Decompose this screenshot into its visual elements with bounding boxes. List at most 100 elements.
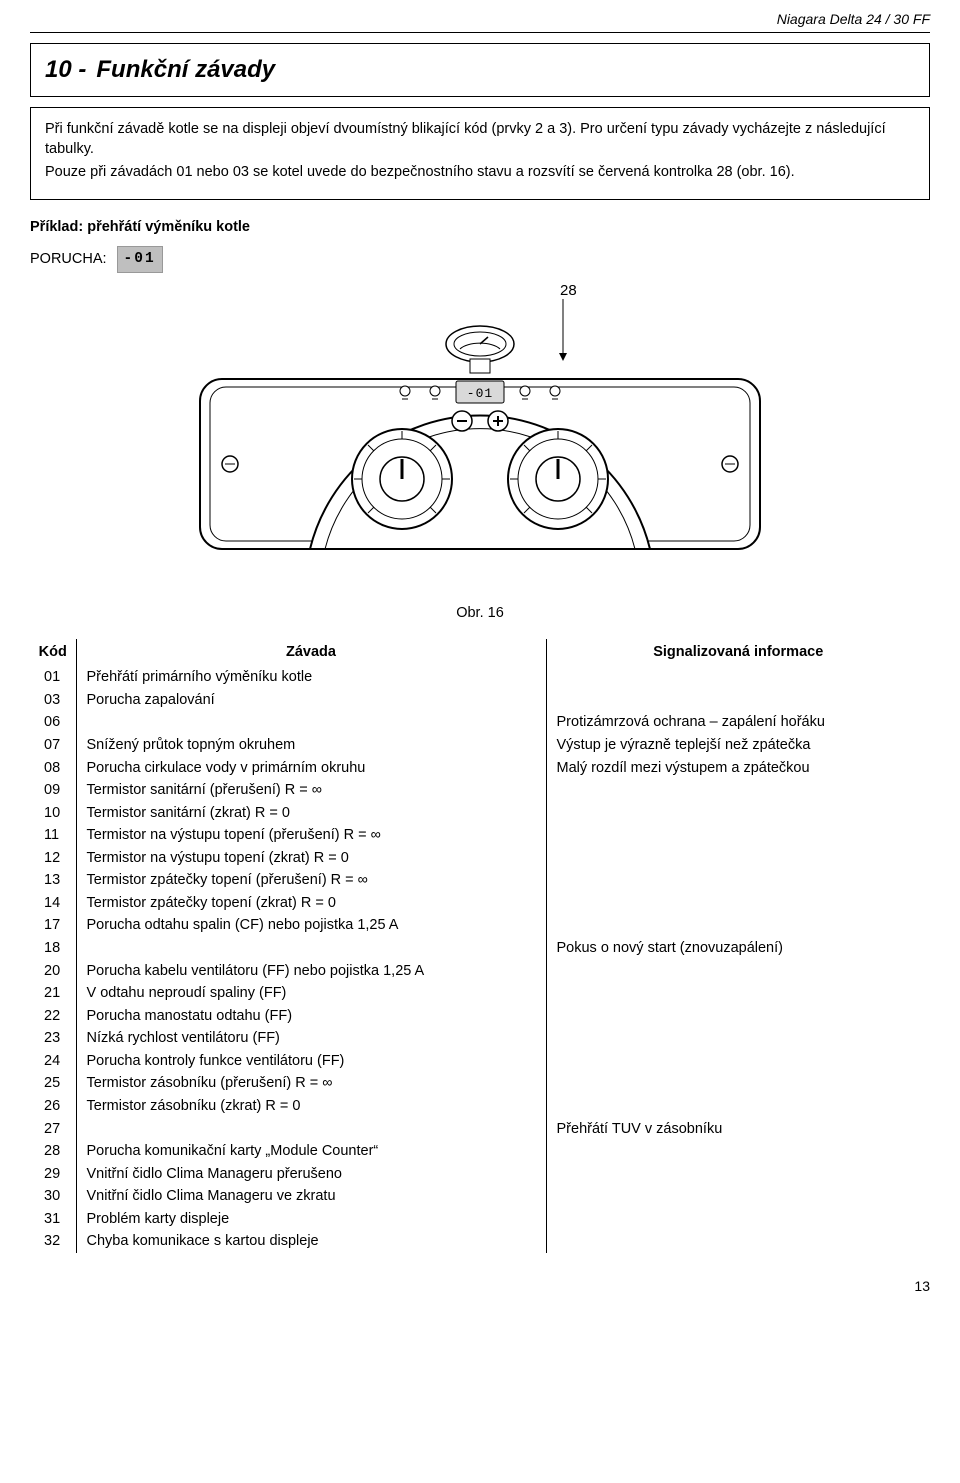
cell-zavada: Snížený průtok topným okruhem bbox=[76, 734, 546, 757]
fault-codes-table: Kód Závada Signalizovaná informace 01Pře… bbox=[30, 639, 930, 1253]
cell-zavada bbox=[76, 712, 546, 735]
cell-signal bbox=[546, 1208, 930, 1231]
product-name: Niagara Delta 24 / 30 FF bbox=[777, 11, 930, 27]
cell-zavada: Termistor zpátečky topení (zkrat) R = 0 bbox=[76, 892, 546, 915]
table-row: 01Přehřátí primárního výměníku kotle bbox=[30, 667, 930, 690]
col-zavada: Závada bbox=[76, 639, 546, 667]
table-row: 12Termistor na výstupu topení (zkrat) R … bbox=[30, 847, 930, 870]
table-row: 28Porucha komunikační karty „Module Coun… bbox=[30, 1141, 930, 1164]
cell-zavada: Termistor zásobníku (přerušení) R = ∞ bbox=[76, 1073, 546, 1096]
cell-zavada: Problém karty displeje bbox=[76, 1208, 546, 1231]
cell-zavada: Termistor sanitární (zkrat) R = 0 bbox=[76, 802, 546, 825]
cell-kod: 21 bbox=[30, 983, 76, 1006]
table-row: 25Termistor zásobníku (přerušení) R = ∞ bbox=[30, 1073, 930, 1096]
cell-kod: 08 bbox=[30, 757, 76, 780]
table-row: 31Problém karty displeje bbox=[30, 1208, 930, 1231]
table-row: 03Porucha zapalování bbox=[30, 689, 930, 712]
table-row: 32Chyba komunikace s kartou displeje bbox=[30, 1231, 930, 1254]
cell-kod: 20 bbox=[30, 960, 76, 983]
table-row: 13Termistor zpátečky topení (přerušení) … bbox=[30, 870, 930, 893]
cell-kod: 31 bbox=[30, 1208, 76, 1231]
table-row: 24Porucha kontroly funkce ventilátoru (F… bbox=[30, 1050, 930, 1073]
table-row: 23Nízká rychlost ventilátoru (FF) bbox=[30, 1028, 930, 1051]
porucha-code-display: -01 bbox=[117, 246, 163, 274]
cell-kod: 11 bbox=[30, 825, 76, 848]
cell-kod: 18 bbox=[30, 938, 76, 961]
porucha-row: PORUCHA: -01 bbox=[30, 246, 930, 274]
cell-zavada: Porucha kabelu ventilátoru (FF) nebo poj… bbox=[76, 960, 546, 983]
section-title-box: 10 - Funkční závady bbox=[30, 43, 930, 97]
cell-signal bbox=[546, 802, 930, 825]
table-row: 10Termistor sanitární (zkrat) R = 0 bbox=[30, 802, 930, 825]
cell-zavada bbox=[76, 938, 546, 961]
intro-p2: Pouze při závadách 01 nebo 03 se kotel u… bbox=[45, 163, 915, 183]
table-row: 17Porucha odtahu spalin (CF) nebo pojist… bbox=[30, 915, 930, 938]
cell-signal bbox=[546, 915, 930, 938]
table-row: 22Porucha manostatu odtahu (FF) bbox=[30, 1005, 930, 1028]
cell-zavada: Termistor na výstupu topení (zkrat) R = … bbox=[76, 847, 546, 870]
cell-signal: Výstup je výrazně teplejší než zpátečka bbox=[546, 734, 930, 757]
cell-signal bbox=[546, 667, 930, 690]
cell-zavada: Termistor zásobníku (zkrat) R = 0 bbox=[76, 1095, 546, 1118]
cell-kod: 12 bbox=[30, 847, 76, 870]
table-row: 27 Přehřátí TUV v zásobníku bbox=[30, 1118, 930, 1141]
cell-zavada bbox=[76, 1118, 546, 1141]
cell-signal bbox=[546, 689, 930, 712]
section-number: 10 - bbox=[45, 56, 86, 83]
cell-zavada: Porucha manostatu odtahu (FF) bbox=[76, 1005, 546, 1028]
table-row: 18 Pokus o nový start (znovuzapálení) bbox=[30, 938, 930, 961]
table-row: 21V odtahu neproudí spaliny (FF) bbox=[30, 983, 930, 1006]
cell-signal bbox=[546, 1050, 930, 1073]
cell-kod: 26 bbox=[30, 1095, 76, 1118]
cell-signal bbox=[546, 847, 930, 870]
cell-zavada: V odtahu neproudí spaliny (FF) bbox=[76, 983, 546, 1006]
porucha-label: PORUCHA: bbox=[30, 250, 107, 270]
page-number: 13 bbox=[30, 1277, 930, 1296]
cell-kod: 27 bbox=[30, 1118, 76, 1141]
cell-signal bbox=[546, 1073, 930, 1096]
cell-zavada: Přehřátí primárního výměníku kotle bbox=[76, 667, 546, 690]
cell-signal bbox=[546, 983, 930, 1006]
table-row: 30Vnitřní čidlo Clima Manageru ve zkratu bbox=[30, 1186, 930, 1209]
cell-kod: 10 bbox=[30, 802, 76, 825]
cell-zavada: Porucha komunikační karty „Module Counte… bbox=[76, 1141, 546, 1164]
cell-kod: 25 bbox=[30, 1073, 76, 1096]
cell-signal bbox=[546, 780, 930, 803]
cell-signal bbox=[546, 1231, 930, 1254]
table-row: 20Porucha kabelu ventilátoru (FF) nebo p… bbox=[30, 960, 930, 983]
cell-signal bbox=[546, 825, 930, 848]
cell-zavada: Chyba komunikace s kartou displeje bbox=[76, 1231, 546, 1254]
cell-kod: 30 bbox=[30, 1186, 76, 1209]
cell-kod: 14 bbox=[30, 892, 76, 915]
cell-kod: 07 bbox=[30, 734, 76, 757]
cell-zavada: Termistor zpátečky topení (přerušení) R … bbox=[76, 870, 546, 893]
table-row: 09Termistor sanitární (přerušení) R = ∞ bbox=[30, 780, 930, 803]
cell-signal: Pokus o nový start (znovuzapálení) bbox=[546, 938, 930, 961]
example-label: Příklad: přehřátí výměníku kotle bbox=[30, 218, 930, 238]
cell-signal bbox=[546, 870, 930, 893]
cell-signal: Přehřátí TUV v zásobníku bbox=[546, 1118, 930, 1141]
cell-zavada: Porucha odtahu spalin (CF) nebo pojistka… bbox=[76, 915, 546, 938]
intro-p1: Při funkční závadě kotle se na displeji … bbox=[45, 120, 915, 159]
table-header-row: Kód Závada Signalizovaná informace bbox=[30, 639, 930, 667]
section-title: Funkční závady bbox=[96, 56, 275, 83]
cell-signal: Malý rozdíl mezi výstupem a zpátečkou bbox=[546, 757, 930, 780]
cell-zavada: Vnitřní čidlo Clima Manageru přerušeno bbox=[76, 1163, 546, 1186]
cell-zavada: Nízká rychlost ventilátoru (FF) bbox=[76, 1028, 546, 1051]
cell-kod: 24 bbox=[30, 1050, 76, 1073]
cell-kod: 28 bbox=[30, 1141, 76, 1164]
cell-kod: 06 bbox=[30, 712, 76, 735]
cell-signal bbox=[546, 1028, 930, 1051]
cell-signal bbox=[546, 1095, 930, 1118]
cell-zavada: Porucha cirkulace vody v primárním okruh… bbox=[76, 757, 546, 780]
figure-caption: Obr. 16 bbox=[30, 604, 930, 624]
table-row: 06 Protizámrzová ochrana – zapálení hořák… bbox=[30, 712, 930, 735]
callout-28-text: 28 bbox=[560, 282, 577, 299]
cell-zavada: Termistor sanitární (přerušení) R = ∞ bbox=[76, 780, 546, 803]
cell-kod: 01 bbox=[30, 667, 76, 690]
cell-kod: 13 bbox=[30, 870, 76, 893]
cell-kod: 32 bbox=[30, 1231, 76, 1254]
cell-kod: 09 bbox=[30, 780, 76, 803]
cell-signal: Protizámrzová ochrana – zapálení hořáku bbox=[546, 712, 930, 735]
cell-zavada: Termistor na výstupu topení (přerušení) … bbox=[76, 825, 546, 848]
